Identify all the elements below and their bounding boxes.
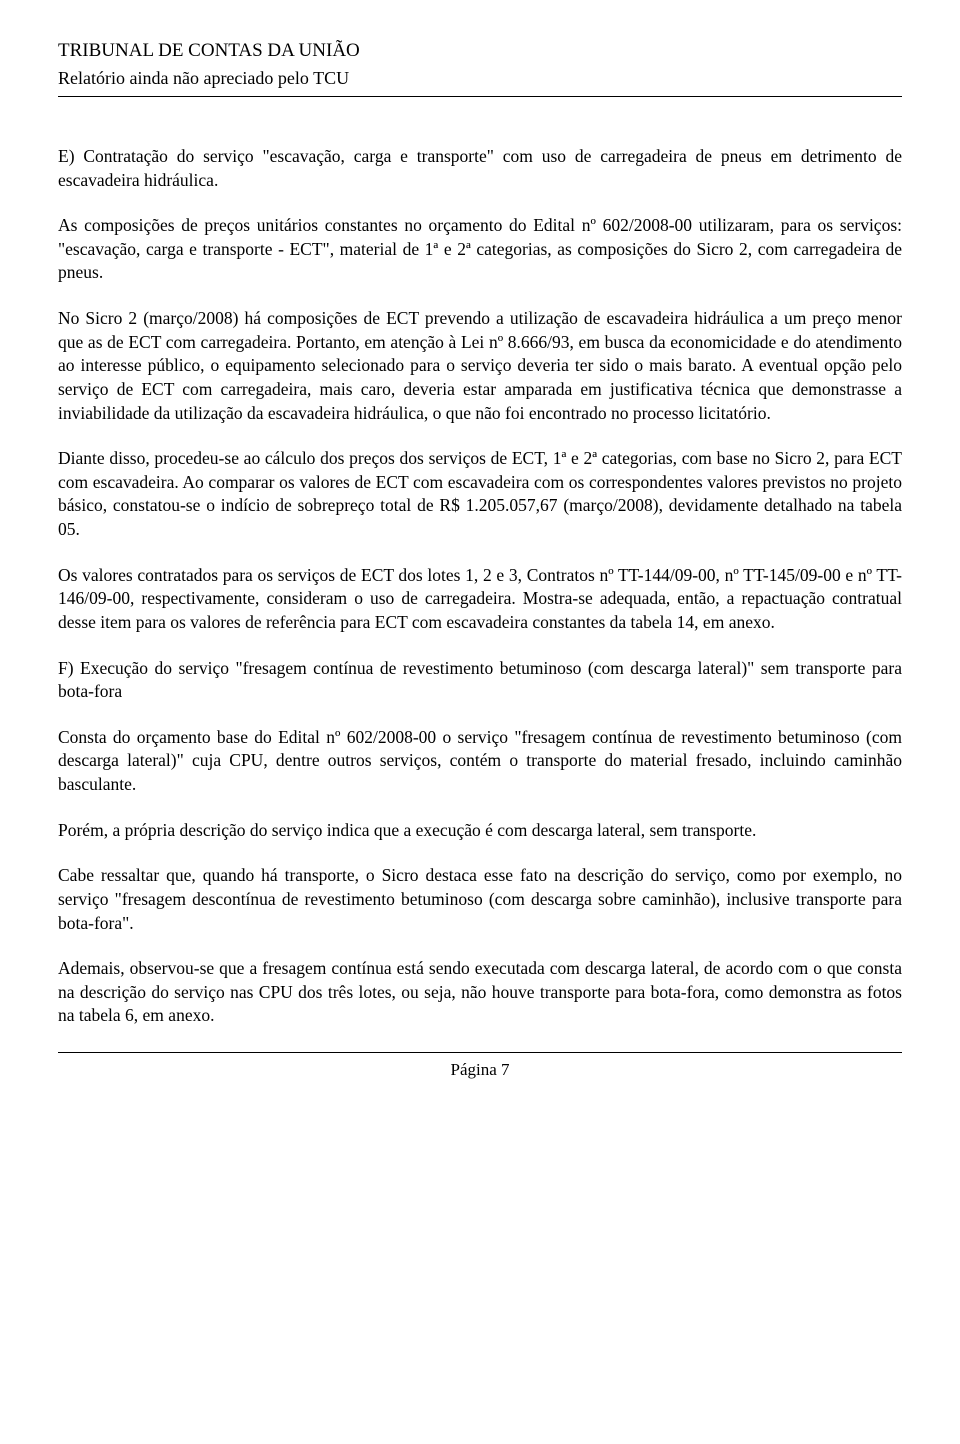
body-paragraph: Diante disso, procedeu-se ao cálculo dos…: [58, 447, 902, 542]
header-divider: [58, 96, 902, 97]
page-header: TRIBUNAL DE CONTAS DA UNIÃO Relatório ai…: [58, 38, 902, 90]
body-paragraph: No Sicro 2 (março/2008) há composições d…: [58, 307, 902, 425]
body-paragraph: F) Execução do serviço "fresagem contínu…: [58, 657, 902, 704]
page-number: Página 7: [58, 1059, 902, 1082]
body-paragraph: Ademais, observou-se que a fresagem cont…: [58, 957, 902, 1028]
body-paragraph: Porém, a própria descrição do serviço in…: [58, 819, 902, 843]
body-paragraph: Consta do orçamento base do Edital nº 60…: [58, 726, 902, 797]
footer-divider: [58, 1052, 902, 1053]
body-paragraph: E) Contratação do serviço "escavação, ca…: [58, 145, 902, 192]
header-title: TRIBUNAL DE CONTAS DA UNIÃO: [58, 38, 902, 64]
body-paragraph: Cabe ressaltar que, quando há transporte…: [58, 864, 902, 935]
header-subtitle: Relatório ainda não apreciado pelo TCU: [58, 66, 902, 90]
body-paragraph: As composições de preços unitários const…: [58, 214, 902, 285]
body-paragraph: Os valores contratados para os serviços …: [58, 564, 902, 635]
